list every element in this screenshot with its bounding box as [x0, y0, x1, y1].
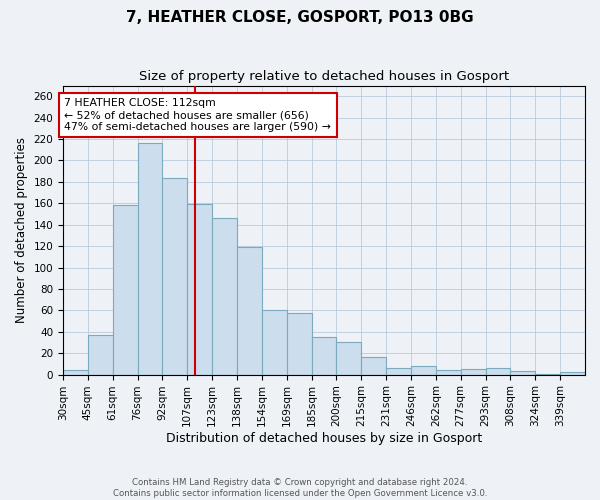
- Bar: [311, 337, 337, 374]
- Bar: [63, 370, 88, 374]
- Y-axis label: Number of detached properties: Number of detached properties: [15, 137, 28, 323]
- Bar: [187, 204, 212, 374]
- Bar: [262, 310, 287, 374]
- Bar: [113, 206, 137, 374]
- Text: 7 HEATHER CLOSE: 112sqm
← 52% of detached houses are smaller (656)
47% of semi-d: 7 HEATHER CLOSE: 112sqm ← 52% of detache…: [64, 98, 331, 132]
- Text: 7, HEATHER CLOSE, GOSPORT, PO13 0BG: 7, HEATHER CLOSE, GOSPORT, PO13 0BG: [126, 10, 474, 25]
- Bar: [137, 144, 163, 374]
- Bar: [560, 372, 585, 374]
- Title: Size of property relative to detached houses in Gosport: Size of property relative to detached ho…: [139, 70, 509, 83]
- Bar: [461, 369, 485, 374]
- Bar: [237, 247, 262, 374]
- Bar: [212, 218, 237, 374]
- Bar: [361, 358, 386, 374]
- Bar: [511, 372, 535, 374]
- Bar: [163, 178, 187, 374]
- Text: Contains HM Land Registry data © Crown copyright and database right 2024.
Contai: Contains HM Land Registry data © Crown c…: [113, 478, 487, 498]
- Bar: [88, 335, 113, 374]
- Bar: [337, 342, 361, 374]
- Bar: [386, 368, 411, 374]
- X-axis label: Distribution of detached houses by size in Gosport: Distribution of detached houses by size …: [166, 432, 482, 445]
- Bar: [485, 368, 511, 374]
- Bar: [411, 366, 436, 374]
- Bar: [436, 370, 461, 374]
- Bar: [287, 312, 311, 374]
